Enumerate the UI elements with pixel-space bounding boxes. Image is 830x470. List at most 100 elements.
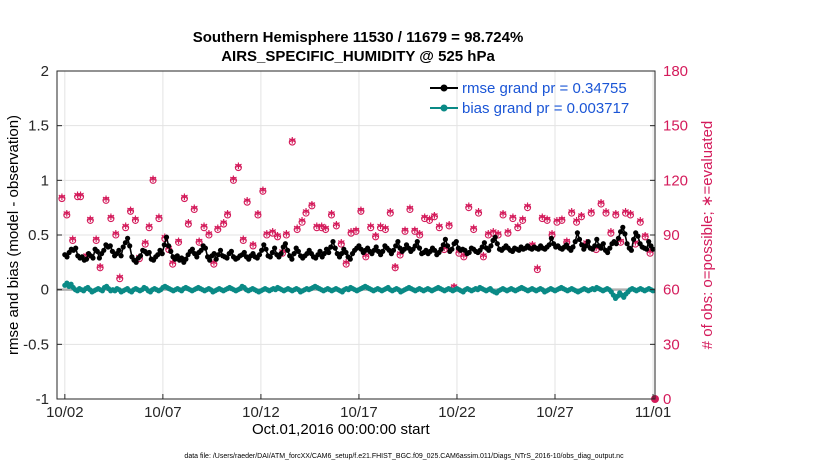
obs-evaluated-marker: * (249, 239, 257, 255)
x-tick-label: 10/02 (46, 404, 84, 421)
rmse-point (202, 245, 208, 251)
obs-possible-marker (386, 209, 394, 217)
rmse-point (572, 239, 578, 245)
obs-evaluated-marker: * (210, 258, 218, 274)
obs-evaluated-marker: * (396, 249, 404, 265)
obs-possible-marker (318, 224, 326, 232)
rmse-point (228, 248, 234, 254)
rmse-point (90, 255, 96, 261)
rmse-point (213, 256, 219, 262)
right-axis-label: # of obs: o=possible; ∗=evaluated (699, 121, 716, 350)
obs-evaluated-marker: * (328, 208, 336, 224)
obs-possible-marker (122, 224, 130, 232)
obs-evaluated-marker: * (195, 236, 203, 252)
rmse-point (594, 236, 600, 242)
obs-evaluated-marker: * (362, 250, 370, 266)
right-tick-label: 30 (663, 336, 680, 353)
obs-possible-marker (274, 233, 282, 241)
obs-evaluated-marker: * (558, 214, 566, 230)
obs-possible-marker (499, 211, 507, 219)
rmse-point (339, 251, 345, 257)
rmse-point (416, 245, 423, 251)
obs-possible-marker (430, 213, 438, 221)
obs-possible-marker (391, 264, 399, 272)
rmse-point (574, 230, 581, 236)
rmse-point (343, 249, 349, 256)
rmse-point (155, 252, 161, 258)
rmse-point (96, 255, 102, 261)
obs-evaluated-marker: * (200, 221, 208, 237)
obs-evaluated-marker: * (77, 190, 85, 206)
obs-possible-marker (474, 209, 483, 217)
rmse-point (94, 248, 100, 254)
obs-possible-marker (425, 216, 434, 224)
obs-evaluated-marker: * (637, 216, 645, 232)
rmse-point (412, 243, 418, 249)
obs-possible-marker (401, 227, 409, 235)
obs-possible-marker (362, 253, 370, 261)
obs-evaluated-marker: * (524, 201, 532, 217)
obs-evaluated-marker: * (347, 227, 355, 243)
obs-possible-marker (411, 227, 419, 235)
obs-evaluated-marker: * (490, 227, 498, 243)
obs-evaluated-marker: * (69, 234, 77, 250)
obs-evaluated-marker: * (372, 230, 380, 246)
obs-possible-marker (514, 224, 522, 232)
rmse-point (183, 256, 189, 262)
obs-possible-marker (116, 275, 124, 283)
rmse-point (241, 249, 247, 256)
rmse-point (628, 247, 635, 253)
obs-possible-marker (141, 240, 149, 248)
rmse-point (133, 259, 139, 265)
obs-possible-marker (524, 204, 532, 212)
obs-evaluated-marker: * (475, 207, 483, 223)
obs-evaluated-marker: * (274, 230, 282, 246)
obs-possible-marker (112, 231, 120, 239)
obs-evaluated-marker: * (352, 225, 360, 241)
obs-evaluated-marker: * (597, 198, 605, 214)
chart-subtitle: AIRS_SPECIFIC_HUMIDITY @ 525 hPa (221, 48, 495, 65)
obs-evaluated-marker: * (607, 227, 615, 243)
chart-title: Southern Hemisphere 11530 / 11679 = 98.7… (193, 29, 524, 46)
obs-evaluated-marker: * (63, 208, 71, 224)
obs-evaluated-marker: * (298, 216, 306, 232)
obs-evaluated-marker: * (357, 205, 365, 221)
right-axis-ticks: 0 30 60 90 120 150 180 (650, 63, 688, 408)
obs-possible-marker (332, 222, 340, 230)
rmse-point (174, 253, 180, 259)
obs-possible-marker (145, 224, 153, 232)
rmse-point (598, 245, 604, 251)
rmse-point (622, 231, 628, 237)
obs-possible-marker (372, 233, 380, 241)
obs-possible-marker (76, 193, 85, 201)
rmse-point (198, 247, 204, 253)
rmse-point (217, 247, 224, 253)
obs-evaluated-marker: * (509, 212, 517, 228)
right-tick-label: 0 (663, 391, 671, 408)
rmse-point (295, 248, 301, 254)
rmse-point (272, 245, 278, 251)
obs-possible-marker (243, 198, 251, 206)
rmse-point (109, 248, 115, 254)
obs-possible-marker (184, 220, 192, 228)
obs-possible-marker (587, 209, 595, 217)
obs-possible-marker (460, 253, 468, 261)
rmse-point (442, 236, 448, 242)
rmse-point (83, 256, 90, 262)
obs-evaluated-marker: * (617, 236, 625, 252)
rmse-point (650, 246, 656, 252)
obs-evaluated-marker: * (460, 250, 468, 266)
obs-evaluated-marker: * (377, 221, 385, 237)
x-tick-label: 10/27 (536, 404, 574, 421)
obs-possible-marker (577, 213, 586, 221)
obs-evaluated-marker: * (514, 221, 522, 237)
rmse-point (137, 253, 144, 259)
rmse-point (207, 257, 213, 263)
obs-possible-marker (533, 266, 541, 274)
obs-possible-marker (416, 231, 424, 239)
x-tick-label: 11/01 (635, 404, 671, 421)
obs-evaluated-marker: * (578, 210, 586, 226)
rmse-point (494, 241, 500, 247)
obs-possible-marker (646, 249, 654, 257)
obs-evaluated-marker: * (338, 238, 346, 254)
